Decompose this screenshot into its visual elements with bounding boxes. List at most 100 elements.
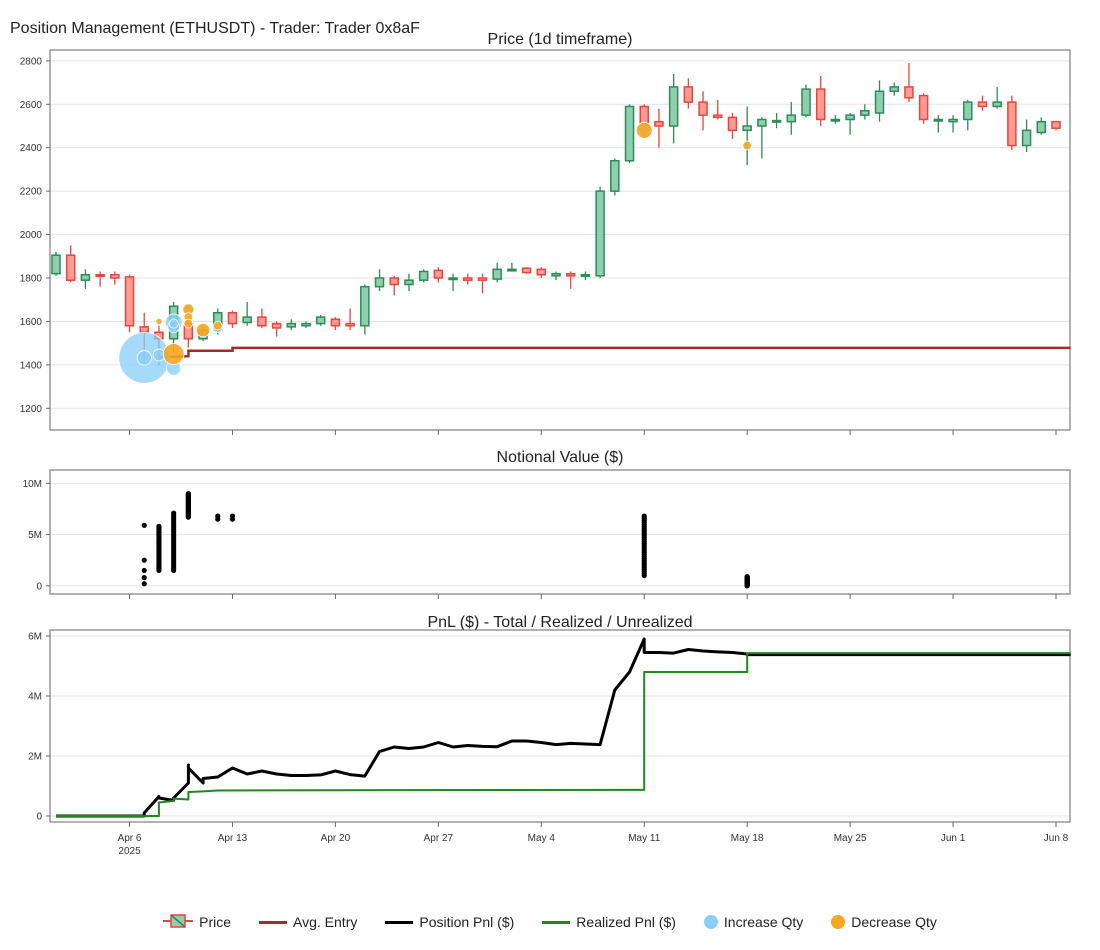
- candle-body: [536, 268, 547, 276]
- candle-body: [624, 105, 635, 162]
- candle-body: [933, 118, 944, 122]
- notional-point: [641, 513, 647, 519]
- candle: [992, 86, 1002, 109]
- x-tick-label: Apr 13: [218, 833, 248, 844]
- candle: [80, 269, 91, 289]
- line-swatch-icon: [259, 920, 288, 924]
- candle-body: [507, 268, 517, 272]
- candle: [315, 314, 326, 326]
- candle-body: [242, 316, 252, 324]
- candle-body: [51, 254, 61, 275]
- decrease-qty-marker: [635, 121, 653, 139]
- candle: [860, 104, 870, 120]
- notional-point: [156, 523, 162, 529]
- candle: [51, 251, 61, 276]
- y-tick-label: 2200: [20, 187, 43, 198]
- candle-body: [977, 101, 988, 108]
- candle-body: [257, 316, 267, 327]
- candle-body: [95, 273, 105, 277]
- candle-body: [948, 118, 958, 123]
- y-tick-label: 2400: [20, 143, 43, 154]
- candle: [360, 284, 370, 335]
- x-tick-label: Apr 6: [118, 833, 142, 844]
- candle-body: [301, 322, 311, 327]
- candle: [713, 99, 723, 120]
- candle-body: [654, 120, 664, 127]
- y-tick-label: 2600: [20, 100, 43, 111]
- notional-point: [229, 513, 236, 519]
- candle-body: [801, 88, 811, 116]
- candle-body: [845, 114, 855, 121]
- y-tick-label: 4M: [28, 692, 42, 703]
- candle: [551, 271, 561, 281]
- candle: [507, 262, 517, 272]
- legend-item-price[interactable]: Price: [163, 913, 231, 932]
- candle-body: [874, 90, 885, 114]
- candle: [565, 271, 576, 289]
- candle-body: [698, 101, 708, 116]
- legend-label: Price: [199, 914, 232, 930]
- line-swatch-icon: [542, 920, 571, 924]
- candle: [1007, 95, 1017, 150]
- candle-body: [433, 269, 444, 279]
- candle: [257, 308, 267, 328]
- candle-body: [713, 114, 723, 119]
- candle-body: [1051, 120, 1061, 129]
- candle-body: [374, 277, 385, 288]
- candle-body: [463, 277, 473, 281]
- page-title: Position Management (ETHUSDT) - Trader: …: [10, 20, 420, 37]
- candle-body: [286, 322, 297, 328]
- candle-body: [315, 316, 326, 325]
- candle: [271, 321, 282, 337]
- y-tick-label: 1800: [20, 274, 43, 285]
- candle-body: [139, 326, 149, 334]
- candle: [345, 308, 355, 331]
- candle: [654, 108, 664, 148]
- candle-body: [580, 273, 591, 277]
- decrease-qty-marker: [162, 343, 185, 365]
- y-tick-label: 2M: [28, 752, 42, 763]
- legend-item-pnl[interactable]: Position Pnl ($): [385, 914, 514, 930]
- candle: [227, 310, 238, 328]
- decrease-qty-marker: [155, 317, 163, 326]
- candle-body: [1007, 101, 1017, 147]
- decrease-qty-marker: [195, 322, 211, 338]
- panel-title: PnL ($) - Total / Realized / Unrealized: [427, 614, 692, 631]
- candle: [374, 269, 385, 292]
- candle: [845, 112, 855, 135]
- candle-body: [271, 322, 282, 329]
- candle: [330, 317, 341, 331]
- candle: [1051, 120, 1061, 131]
- candle: [624, 104, 635, 163]
- candle-body: [477, 277, 488, 281]
- y-tick-label: 6M: [28, 632, 42, 643]
- candle-body: [1036, 120, 1047, 134]
- panel-frame: [49, 49, 1071, 431]
- x-tick-label: May 11: [628, 833, 660, 844]
- candle: [1036, 117, 1047, 135]
- notional-point: [171, 510, 177, 516]
- candle: [786, 102, 797, 135]
- notional-point: [744, 573, 750, 580]
- x-tick-label: Jun 1: [941, 833, 966, 844]
- candle: [948, 115, 958, 133]
- legend-label: Decrease Qty: [851, 914, 937, 930]
- realized-pnl-line: [56, 652, 1071, 817]
- notional-point: [141, 557, 147, 563]
- candle-body: [757, 118, 767, 127]
- candle: [580, 271, 591, 281]
- legend-item-decrease[interactable]: Decrease Qty: [831, 914, 937, 930]
- candle-body: [639, 105, 649, 125]
- notional-point: [141, 581, 147, 587]
- legend-item-increase[interactable]: Increase Qty: [703, 914, 803, 930]
- x-tick-label: May 18: [731, 833, 764, 844]
- candle-body: [1021, 129, 1032, 147]
- candle-body: [742, 125, 752, 132]
- y-tick-label: 0: [36, 581, 42, 592]
- panel-title: Price (1d timeframe): [488, 31, 633, 48]
- candle: [595, 186, 605, 278]
- legend-item-realized[interactable]: Realized Pnl ($): [542, 914, 676, 930]
- legend-item-avg[interactable]: Avg. Entry: [259, 914, 357, 930]
- candle-body: [330, 318, 341, 327]
- x-tick-label: Apr 27: [424, 833, 454, 844]
